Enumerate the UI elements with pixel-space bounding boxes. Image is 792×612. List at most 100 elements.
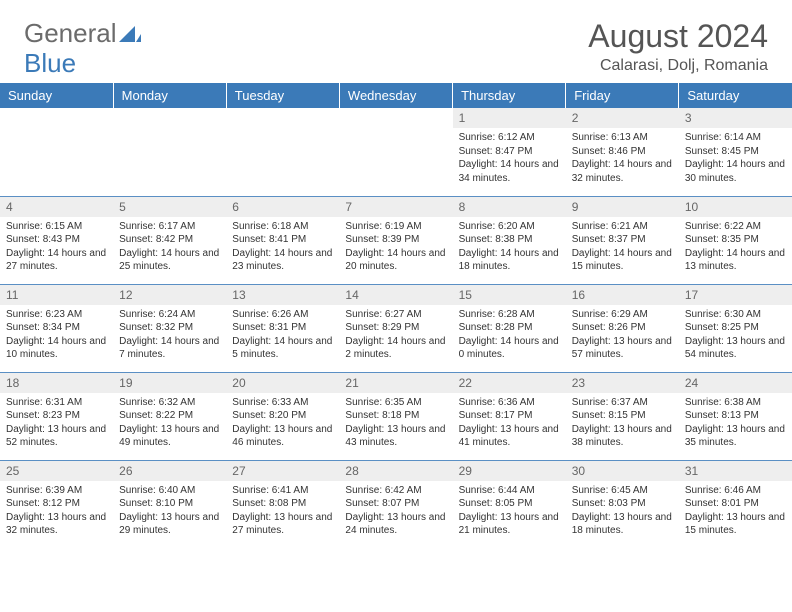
day-details: Sunrise: 6:12 AMSunset: 8:47 PMDaylight:… <box>453 128 566 188</box>
day-details: Sunrise: 6:21 AMSunset: 8:37 PMDaylight:… <box>566 217 679 277</box>
logo-sail-icon <box>119 24 141 44</box>
calendar-day-cell: 28Sunrise: 6:42 AMSunset: 8:07 PMDayligh… <box>339 460 452 548</box>
day-number: 3 <box>679 108 792 128</box>
day-number: 12 <box>113 285 226 305</box>
day-number: 8 <box>453 197 566 217</box>
day-number: 4 <box>0 197 113 217</box>
logo-text-b: Blue <box>24 48 76 79</box>
day-number: 22 <box>453 373 566 393</box>
calendar-day-cell: 30Sunrise: 6:45 AMSunset: 8:03 PMDayligh… <box>566 460 679 548</box>
day-number: 28 <box>339 461 452 481</box>
day-details: Sunrise: 6:45 AMSunset: 8:03 PMDaylight:… <box>566 481 679 541</box>
day-details: Sunrise: 6:18 AMSunset: 8:41 PMDaylight:… <box>226 217 339 277</box>
calendar-day-cell: .. <box>113 108 226 196</box>
calendar-week-row: 25Sunrise: 6:39 AMSunset: 8:12 PMDayligh… <box>0 460 792 548</box>
day-details: Sunrise: 6:17 AMSunset: 8:42 PMDaylight:… <box>113 217 226 277</box>
day-number: 20 <box>226 373 339 393</box>
title-block: August 2024 Calarasi, Dolj, Romania <box>588 18 768 75</box>
day-details: Sunrise: 6:44 AMSunset: 8:05 PMDaylight:… <box>453 481 566 541</box>
day-details: Sunrise: 6:14 AMSunset: 8:45 PMDaylight:… <box>679 128 792 188</box>
day-details: Sunrise: 6:37 AMSunset: 8:15 PMDaylight:… <box>566 393 679 453</box>
day-details: Sunrise: 6:27 AMSunset: 8:29 PMDaylight:… <box>339 305 452 365</box>
day-number: 5 <box>113 197 226 217</box>
day-details: Sunrise: 6:42 AMSunset: 8:07 PMDaylight:… <box>339 481 452 541</box>
day-details: Sunrise: 6:22 AMSunset: 8:35 PMDaylight:… <box>679 217 792 277</box>
calendar-week-row: 11Sunrise: 6:23 AMSunset: 8:34 PMDayligh… <box>0 284 792 372</box>
day-number: 29 <box>453 461 566 481</box>
month-title: August 2024 <box>588 18 768 55</box>
calendar-day-cell: 18Sunrise: 6:31 AMSunset: 8:23 PMDayligh… <box>0 372 113 460</box>
day-number: 31 <box>679 461 792 481</box>
day-details: Sunrise: 6:13 AMSunset: 8:46 PMDaylight:… <box>566 128 679 188</box>
day-number: 15 <box>453 285 566 305</box>
day-number: 9 <box>566 197 679 217</box>
day-details: Sunrise: 6:38 AMSunset: 8:13 PMDaylight:… <box>679 393 792 453</box>
day-number: 30 <box>566 461 679 481</box>
calendar-day-cell: 24Sunrise: 6:38 AMSunset: 8:13 PMDayligh… <box>679 372 792 460</box>
calendar-day-cell: 31Sunrise: 6:46 AMSunset: 8:01 PMDayligh… <box>679 460 792 548</box>
calendar-day-cell: 4Sunrise: 6:15 AMSunset: 8:43 PMDaylight… <box>0 196 113 284</box>
day-number: 26 <box>113 461 226 481</box>
calendar-day-cell: 11Sunrise: 6:23 AMSunset: 8:34 PMDayligh… <box>0 284 113 372</box>
day-number: 13 <box>226 285 339 305</box>
calendar-table: SundayMondayTuesdayWednesdayThursdayFrid… <box>0 83 792 548</box>
location-text: Calarasi, Dolj, Romania <box>588 57 768 75</box>
day-number: 7 <box>339 197 452 217</box>
weekday-header: Monday <box>113 83 226 108</box>
day-details: Sunrise: 6:33 AMSunset: 8:20 PMDaylight:… <box>226 393 339 453</box>
day-details: Sunrise: 6:35 AMSunset: 8:18 PMDaylight:… <box>339 393 452 453</box>
calendar-day-cell: 16Sunrise: 6:29 AMSunset: 8:26 PMDayligh… <box>566 284 679 372</box>
calendar-day-cell: 14Sunrise: 6:27 AMSunset: 8:29 PMDayligh… <box>339 284 452 372</box>
day-details: Sunrise: 6:36 AMSunset: 8:17 PMDaylight:… <box>453 393 566 453</box>
day-details: Sunrise: 6:32 AMSunset: 8:22 PMDaylight:… <box>113 393 226 453</box>
weekday-row: SundayMondayTuesdayWednesdayThursdayFrid… <box>0 83 792 108</box>
day-details: Sunrise: 6:46 AMSunset: 8:01 PMDaylight:… <box>679 481 792 541</box>
calendar-day-cell: 22Sunrise: 6:36 AMSunset: 8:17 PMDayligh… <box>453 372 566 460</box>
day-details: Sunrise: 6:30 AMSunset: 8:25 PMDaylight:… <box>679 305 792 365</box>
calendar-day-cell: 21Sunrise: 6:35 AMSunset: 8:18 PMDayligh… <box>339 372 452 460</box>
calendar-day-cell: .. <box>339 108 452 196</box>
day-number: 1 <box>453 108 566 128</box>
page-header: General August 2024 Calarasi, Dolj, Roma… <box>0 0 792 83</box>
day-number: 2 <box>566 108 679 128</box>
calendar-day-cell: 1Sunrise: 6:12 AMSunset: 8:47 PMDaylight… <box>453 108 566 196</box>
calendar-day-cell: 23Sunrise: 6:37 AMSunset: 8:15 PMDayligh… <box>566 372 679 460</box>
day-details: Sunrise: 6:19 AMSunset: 8:39 PMDaylight:… <box>339 217 452 277</box>
day-details: Sunrise: 6:39 AMSunset: 8:12 PMDaylight:… <box>0 481 113 541</box>
weekday-header: Sunday <box>0 83 113 108</box>
calendar-day-cell: 26Sunrise: 6:40 AMSunset: 8:10 PMDayligh… <box>113 460 226 548</box>
logo-text-a: General <box>24 18 117 49</box>
day-number: 25 <box>0 461 113 481</box>
day-details: Sunrise: 6:26 AMSunset: 8:31 PMDaylight:… <box>226 305 339 365</box>
calendar-day-cell: 7Sunrise: 6:19 AMSunset: 8:39 PMDaylight… <box>339 196 452 284</box>
calendar-day-cell: 27Sunrise: 6:41 AMSunset: 8:08 PMDayligh… <box>226 460 339 548</box>
calendar-day-cell: 5Sunrise: 6:17 AMSunset: 8:42 PMDaylight… <box>113 196 226 284</box>
day-number: 17 <box>679 285 792 305</box>
day-details: Sunrise: 6:28 AMSunset: 8:28 PMDaylight:… <box>453 305 566 365</box>
day-details: Sunrise: 6:31 AMSunset: 8:23 PMDaylight:… <box>0 393 113 453</box>
day-number: 27 <box>226 461 339 481</box>
day-number: 10 <box>679 197 792 217</box>
weekday-header: Friday <box>566 83 679 108</box>
day-number: 19 <box>113 373 226 393</box>
calendar-day-cell: 6Sunrise: 6:18 AMSunset: 8:41 PMDaylight… <box>226 196 339 284</box>
calendar-day-cell: 10Sunrise: 6:22 AMSunset: 8:35 PMDayligh… <box>679 196 792 284</box>
day-number: 16 <box>566 285 679 305</box>
calendar-day-cell: 9Sunrise: 6:21 AMSunset: 8:37 PMDaylight… <box>566 196 679 284</box>
calendar-day-cell: .. <box>0 108 113 196</box>
day-details: Sunrise: 6:29 AMSunset: 8:26 PMDaylight:… <box>566 305 679 365</box>
calendar-day-cell: 2Sunrise: 6:13 AMSunset: 8:46 PMDaylight… <box>566 108 679 196</box>
day-details: Sunrise: 6:24 AMSunset: 8:32 PMDaylight:… <box>113 305 226 365</box>
calendar-day-cell: 17Sunrise: 6:30 AMSunset: 8:25 PMDayligh… <box>679 284 792 372</box>
day-number: 14 <box>339 285 452 305</box>
calendar-day-cell: 12Sunrise: 6:24 AMSunset: 8:32 PMDayligh… <box>113 284 226 372</box>
day-number: 23 <box>566 373 679 393</box>
calendar-day-cell: 19Sunrise: 6:32 AMSunset: 8:22 PMDayligh… <box>113 372 226 460</box>
calendar-day-cell: .. <box>226 108 339 196</box>
day-details: Sunrise: 6:41 AMSunset: 8:08 PMDaylight:… <box>226 481 339 541</box>
day-number: 18 <box>0 373 113 393</box>
day-details: Sunrise: 6:15 AMSunset: 8:43 PMDaylight:… <box>0 217 113 277</box>
day-details: Sunrise: 6:40 AMSunset: 8:10 PMDaylight:… <box>113 481 226 541</box>
calendar-week-row: 4Sunrise: 6:15 AMSunset: 8:43 PMDaylight… <box>0 196 792 284</box>
calendar-day-cell: 13Sunrise: 6:26 AMSunset: 8:31 PMDayligh… <box>226 284 339 372</box>
